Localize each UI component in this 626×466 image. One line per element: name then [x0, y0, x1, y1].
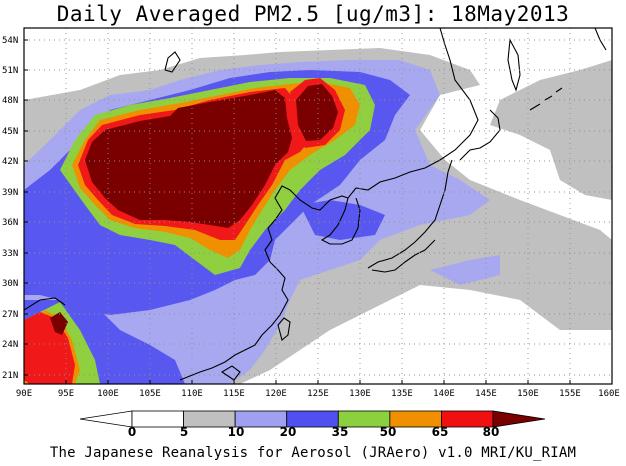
y-tick-label: 21N: [2, 371, 18, 381]
y-axis: 54N 51N 48N 45N 42N 39N 36N 33N 30N 27N …: [2, 36, 28, 381]
colorbar-segment: [79, 410, 133, 428]
x-tick-label: 155E: [559, 389, 581, 399]
x-tick-label: 90E: [16, 389, 32, 399]
x-tick-label: 135E: [391, 389, 413, 399]
map-title: Daily Averaged PM2.5 [ug/m3]: 18May2013: [56, 2, 570, 26]
colorbar-segment: [492, 410, 546, 428]
colorbar-tick-label: 5: [180, 425, 188, 439]
x-tick-label: 140E: [433, 389, 455, 399]
x-tick-label: 120E: [265, 389, 287, 399]
colorbar-tick-label: 50: [380, 425, 397, 439]
x-tick-label: 145E: [475, 389, 497, 399]
colorbar-tick-label: 80: [483, 425, 500, 439]
concentration-field: [24, 28, 612, 384]
y-tick-label: 48N: [2, 96, 18, 106]
colorbar-tick-label: 35: [332, 425, 349, 439]
y-tick-label: 45N: [2, 127, 18, 137]
x-axis: 90E 95E 100E 105E 110E 115E 120E 125E 13…: [16, 380, 620, 399]
y-tick-label: 39N: [2, 188, 18, 198]
x-tick-label: 95E: [58, 389, 74, 399]
x-tick-label: 130E: [349, 389, 371, 399]
gridlines: [24, 28, 612, 384]
y-tick-label: 36N: [2, 218, 18, 228]
x-tick-label: 125E: [307, 389, 329, 399]
x-tick-label: 115E: [223, 389, 245, 399]
y-tick-label: 27N: [2, 310, 18, 320]
colorbar-segment: [131, 410, 184, 428]
x-tick-label: 150E: [517, 389, 539, 399]
colorbar-labels: 0 5 10 20 35 50 65 80: [128, 425, 500, 439]
x-tick-label: 105E: [139, 389, 161, 399]
y-tick-label: 54N: [2, 36, 18, 46]
colorbar-tick-label: 20: [280, 425, 297, 439]
band-80-plus: [50, 84, 338, 335]
x-tick-label: 160E: [598, 389, 620, 399]
y-tick-label: 51N: [2, 66, 18, 76]
y-tick-label: 33N: [2, 249, 18, 259]
x-tick-label: 100E: [97, 389, 119, 399]
colorbar-tick-label: 10: [228, 425, 245, 439]
x-tick-label: 110E: [181, 389, 203, 399]
colorbar-tick-label: 65: [432, 425, 449, 439]
credit-line: The Japanese Reanalysis for Aerosol (JRA…: [49, 445, 577, 461]
y-tick-label: 24N: [2, 340, 18, 350]
colorbar: [79, 410, 546, 428]
y-tick-label: 30N: [2, 279, 18, 289]
colorbar-tick-label: 0: [128, 425, 136, 439]
y-tick-label: 42N: [2, 157, 18, 167]
coastlines: [24, 28, 607, 381]
